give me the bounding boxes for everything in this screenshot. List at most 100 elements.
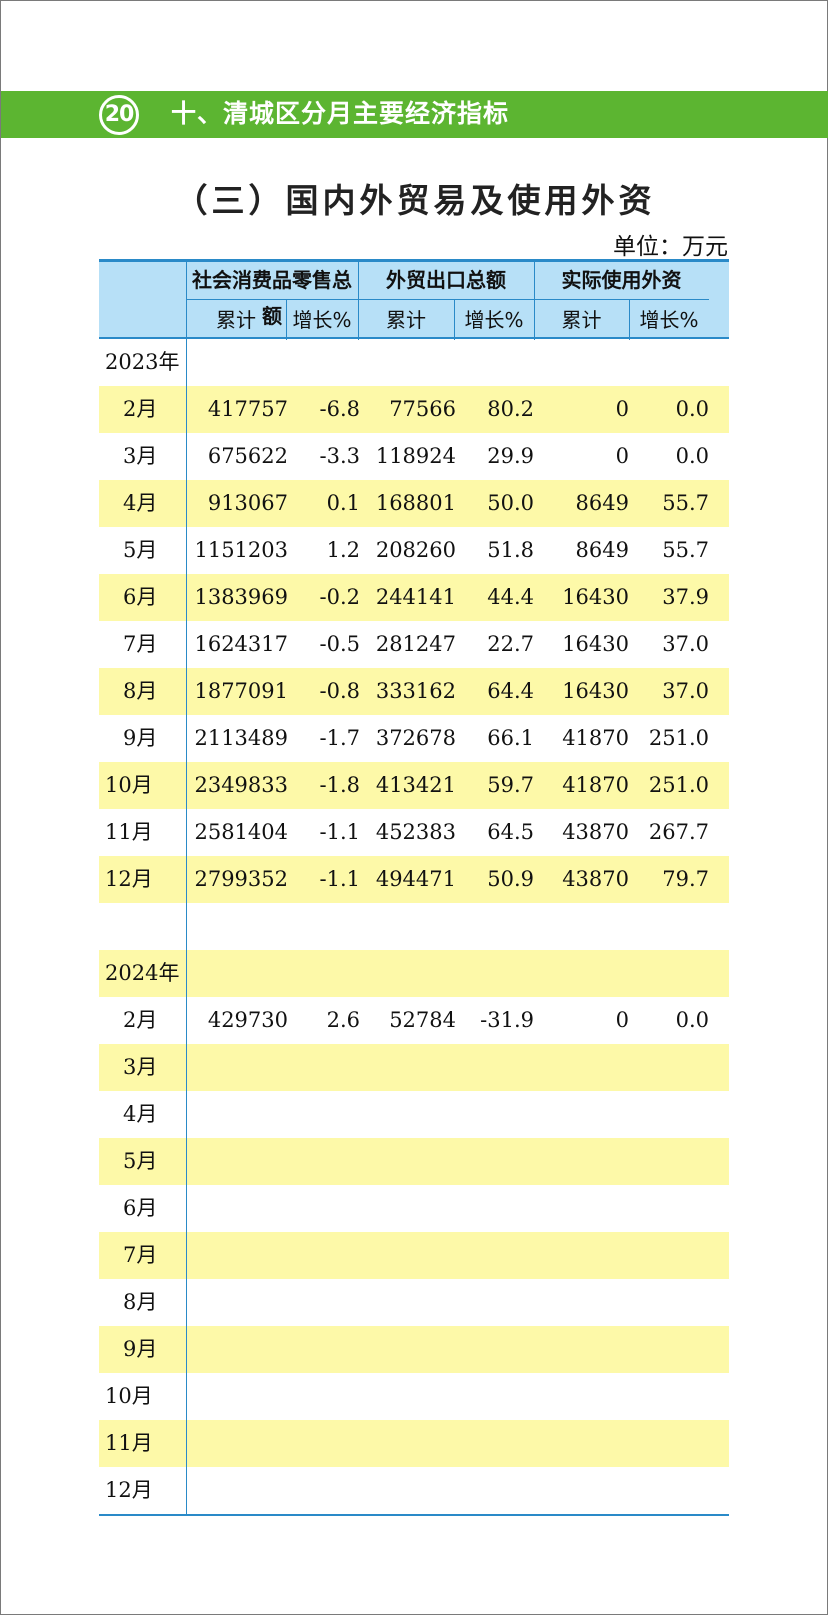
growth-cell: 251.0 bbox=[648, 773, 709, 797]
sub-header-cumulative: 累计 bbox=[561, 308, 602, 332]
table-header: 社会消费品零售总额 外贸出口总额 实际使用外资 累计 增长% 累计 增长% 累计… bbox=[99, 259, 729, 340]
month-label: 9月 bbox=[123, 1337, 158, 1361]
table-row: 9月 bbox=[99, 1326, 729, 1373]
cumulative-cell: 1624317 bbox=[194, 632, 288, 656]
cumulative-cell: 8649 bbox=[575, 538, 629, 562]
year-row-2023: 2023年 bbox=[99, 339, 729, 386]
growth-cell: 37.9 bbox=[662, 585, 709, 609]
table-row: 3月 675622 -3.3 118924 29.9 0 0.0 bbox=[99, 433, 729, 480]
section-title: 十、清城区分月主要经济指标 bbox=[171, 99, 510, 128]
data-table: 社会消费品零售总额 外贸出口总额 实际使用外资 累计 增长% 累计 增长% 累计… bbox=[99, 259, 729, 1516]
growth-cell: 55.7 bbox=[662, 538, 709, 562]
growth-cell: 51.8 bbox=[487, 538, 534, 562]
month-label: 6月 bbox=[123, 1196, 158, 1220]
cumulative-cell: 52784 bbox=[389, 1008, 456, 1032]
month-label: 3月 bbox=[123, 444, 158, 468]
sub-header-growth: 增长% bbox=[292, 308, 352, 332]
table-row: 3月 bbox=[99, 1044, 729, 1091]
month-label: 5月 bbox=[123, 1149, 158, 1173]
month-label: 6月 bbox=[123, 585, 158, 609]
growth-cell: 0.1 bbox=[326, 491, 360, 515]
cumulative-cell: 0 bbox=[615, 444, 629, 468]
year-row-2024: 2024年 bbox=[99, 950, 729, 997]
table-row: 8月 bbox=[99, 1279, 729, 1326]
table-row: 5月 bbox=[99, 1138, 729, 1185]
table-bottom-rule bbox=[99, 1514, 729, 1516]
table-row: 6月 1383969 -0.2 244141 44.4 16430 37.9 bbox=[99, 574, 729, 621]
group-header-fdi: 实际使用外资 bbox=[561, 268, 682, 292]
month-label: 5月 bbox=[123, 538, 158, 562]
month-label: 2月 bbox=[123, 1008, 158, 1032]
cumulative-cell: 494471 bbox=[375, 867, 456, 891]
cumulative-cell: 281247 bbox=[375, 632, 456, 656]
growth-cell: -0.2 bbox=[319, 585, 361, 609]
growth-cell: 50.0 bbox=[487, 491, 534, 515]
cumulative-cell: 1151203 bbox=[194, 538, 288, 562]
unit-label: 单位：万元 bbox=[613, 234, 728, 260]
growth-cell: 0.0 bbox=[675, 397, 709, 421]
growth-cell: 37.0 bbox=[662, 679, 709, 703]
cumulative-cell: 43870 bbox=[562, 820, 629, 844]
growth-cell: 66.1 bbox=[487, 726, 534, 750]
month-label: 7月 bbox=[123, 632, 158, 656]
cumulative-cell: 41870 bbox=[562, 773, 629, 797]
growth-cell: 64.5 bbox=[487, 820, 534, 844]
growth-cell: -0.5 bbox=[319, 632, 361, 656]
cumulative-cell: 16430 bbox=[562, 679, 629, 703]
sub-header-growth: 增长% bbox=[464, 308, 524, 332]
growth-cell: 79.7 bbox=[662, 867, 709, 891]
month-label: 3月 bbox=[123, 1055, 158, 1079]
year-label: 2024年 bbox=[105, 961, 180, 985]
cumulative-cell: 2581404 bbox=[194, 820, 288, 844]
sub-header-cumulative: 累计 bbox=[216, 308, 256, 332]
growth-cell: -1.8 bbox=[319, 773, 361, 797]
cumulative-cell: 2113489 bbox=[194, 726, 288, 750]
growth-cell: 80.2 bbox=[487, 397, 534, 421]
table-row: 8月 1877091 -0.8 333162 64.4 16430 37.0 bbox=[99, 668, 729, 715]
sub-header-cumulative: 累计 bbox=[386, 308, 426, 332]
month-label: 10月 bbox=[105, 1384, 153, 1408]
growth-cell: 0.0 bbox=[675, 444, 709, 468]
growth-cell: -3.3 bbox=[319, 444, 361, 468]
cumulative-cell: 417757 bbox=[207, 397, 288, 421]
month-label: 4月 bbox=[123, 491, 158, 515]
month-label: 8月 bbox=[123, 1290, 158, 1314]
cumulative-cell: 372678 bbox=[375, 726, 456, 750]
table-row: 11月 2581404 -1.1 452383 64.5 43870 267.7 bbox=[99, 809, 729, 856]
sub-header-growth: 增长% bbox=[639, 308, 699, 332]
growth-cell: 2.6 bbox=[326, 1008, 360, 1032]
month-label: 2月 bbox=[123, 397, 158, 421]
month-label: 11月 bbox=[105, 820, 153, 844]
cumulative-cell: 43870 bbox=[562, 867, 629, 891]
table-row: 7月 bbox=[99, 1232, 729, 1279]
cumulative-cell: 452383 bbox=[375, 820, 456, 844]
cumulative-cell: 333162 bbox=[375, 679, 456, 703]
growth-cell: -1.7 bbox=[319, 726, 361, 750]
table-row: 4月 bbox=[99, 1091, 729, 1138]
month-label: 12月 bbox=[105, 1478, 153, 1502]
month-label: 7月 bbox=[123, 1243, 158, 1267]
table-row: 9月 2113489 -1.7 372678 66.1 41870 251.0 bbox=[99, 715, 729, 762]
growth-cell: 251.0 bbox=[648, 726, 709, 750]
table-row: 10月 2349833 -1.8 413421 59.7 41870 251.0 bbox=[99, 762, 729, 809]
year-label: 2023年 bbox=[105, 350, 180, 374]
growth-cell: -0.8 bbox=[319, 679, 361, 703]
table-row: 11月 bbox=[99, 1420, 729, 1467]
growth-cell: 267.7 bbox=[648, 820, 709, 844]
growth-cell: 22.7 bbox=[487, 632, 534, 656]
table-row: 2月 417757 -6.8 77566 80.2 0 0.0 bbox=[99, 386, 729, 433]
cumulative-cell: 118924 bbox=[375, 444, 456, 468]
cumulative-cell: 2799352 bbox=[194, 867, 288, 891]
cumulative-cell: 2349833 bbox=[194, 773, 288, 797]
growth-cell: 29.9 bbox=[487, 444, 534, 468]
page-number-badge: 20 bbox=[99, 95, 139, 135]
cumulative-cell: 1877091 bbox=[194, 679, 288, 703]
cumulative-cell: 0 bbox=[615, 397, 629, 421]
cumulative-cell: 77566 bbox=[389, 397, 456, 421]
cumulative-cell: 0 bbox=[615, 1008, 629, 1032]
month-label: 12月 bbox=[105, 867, 153, 891]
cumulative-cell: 429730 bbox=[207, 1008, 288, 1032]
cumulative-cell: 208260 bbox=[375, 538, 456, 562]
month-label: 9月 bbox=[123, 726, 158, 750]
growth-cell: -1.1 bbox=[319, 867, 361, 891]
